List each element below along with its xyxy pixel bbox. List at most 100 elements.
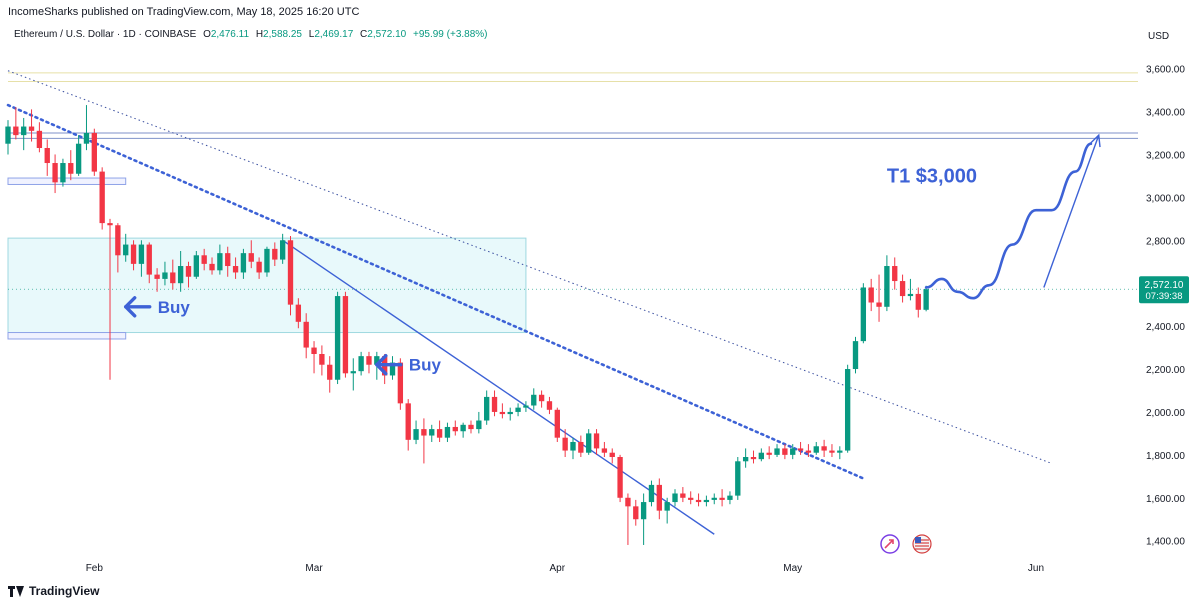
candle-body — [578, 441, 584, 453]
candle-body — [813, 446, 819, 453]
candle-body — [311, 347, 317, 354]
candle-body — [358, 356, 364, 372]
x-tick-label: Apr — [550, 563, 566, 574]
close-label: C — [360, 29, 368, 40]
candle-body — [75, 143, 82, 174]
candle-body — [907, 293, 914, 297]
y-tick-label: 1,400.00 — [1146, 537, 1185, 548]
candle-body — [44, 148, 50, 164]
candle-body — [672, 493, 678, 503]
publisher-header: IncomeSharks published on TradingView.co… — [8, 6, 360, 18]
candle-body — [83, 132, 90, 144]
target-label: T1 $3,000 — [887, 165, 977, 187]
candle-body — [389, 362, 396, 376]
x-tick-label: May — [783, 563, 802, 574]
buy-label: Buy — [409, 356, 442, 375]
candle-body — [460, 424, 466, 432]
us-flag-event-icon — [912, 534, 932, 554]
brand-text: TradingView — [29, 584, 100, 598]
dividend-event-icon — [880, 534, 900, 554]
symbol-legend: Ethereum / U.S. Dollar · 1D · COINBASE O… — [14, 29, 488, 40]
candle-body — [782, 448, 788, 455]
tradingview-logo-icon — [8, 585, 24, 597]
y-tick-label: 2,400.00 — [1146, 322, 1185, 333]
candle-body — [209, 263, 215, 271]
candle-body — [468, 424, 474, 430]
y-tick-label: 3,400.00 — [1146, 108, 1185, 119]
price-zone — [7, 332, 127, 340]
candle-body — [680, 493, 686, 498]
candle-body — [648, 484, 655, 503]
candle-body — [476, 420, 482, 430]
candle-body — [334, 296, 341, 380]
low-value: 2,469.17 — [314, 29, 354, 40]
y-tick-label: 2,200.00 — [1146, 365, 1185, 376]
candle-body — [342, 296, 349, 374]
candle-body — [515, 407, 521, 412]
candle-body — [695, 499, 702, 503]
candle-body — [232, 266, 239, 273]
projection-path — [924, 142, 1093, 300]
x-tick-label: Jun — [1028, 563, 1044, 574]
trendline — [282, 239, 715, 535]
candle-body — [876, 302, 882, 307]
arrow-left-icon — [124, 296, 152, 318]
candle-body — [295, 304, 302, 322]
candle-body — [36, 130, 43, 148]
candle-body — [640, 502, 647, 520]
candle-body — [272, 248, 278, 260]
target-arrow — [1043, 134, 1100, 288]
candle-body — [742, 457, 749, 462]
buy-label: Buy — [158, 298, 191, 317]
candle-body — [225, 253, 231, 267]
dividend-glyph — [884, 539, 894, 549]
candle-body — [484, 396, 490, 421]
symbol-name: Ethereum / U.S. Dollar · 1D · COINBASE — [14, 29, 197, 40]
candle-body — [837, 450, 843, 453]
candle-body — [601, 448, 608, 453]
candle-body — [570, 441, 576, 451]
candle-body — [860, 287, 867, 342]
candle-body — [248, 253, 254, 262]
y-tick-label: 2,800.00 — [1146, 236, 1185, 247]
candle-body — [91, 132, 97, 172]
candle-body — [688, 497, 694, 500]
candle-body — [844, 369, 851, 451]
candle-body — [52, 163, 58, 183]
candle-body — [240, 253, 247, 273]
trendline — [7, 70, 1052, 464]
candle-body — [507, 411, 513, 415]
candle-body — [617, 457, 623, 498]
candle-body — [162, 272, 168, 279]
candle-body — [130, 244, 137, 264]
candle-body — [13, 126, 19, 136]
candle-body — [829, 450, 835, 453]
y-tick-label: 3,600.00 — [1146, 65, 1185, 76]
candle-body — [115, 225, 121, 256]
change-value: +95.99 (+3.88%) — [413, 29, 488, 40]
candle-body — [217, 253, 223, 271]
y-tick-label: 3,000.00 — [1146, 193, 1185, 204]
candle-body — [287, 240, 294, 305]
candle-body — [538, 394, 545, 402]
candle-body — [68, 163, 74, 174]
candle-body — [915, 293, 921, 310]
candle-body — [350, 371, 356, 374]
arrow-left-head — [124, 296, 137, 318]
candle-body — [107, 223, 113, 226]
candle-body — [562, 437, 568, 451]
candle-body — [554, 409, 560, 438]
candle-body — [892, 266, 898, 282]
candle-body — [625, 497, 631, 507]
candle-body — [703, 499, 710, 503]
footer-brand[interactable]: TradingView — [8, 584, 99, 598]
candle-body — [711, 497, 717, 500]
high-label: H — [255, 29, 264, 40]
candle-body — [138, 244, 145, 264]
candle-body — [444, 426, 451, 438]
candle-body — [523, 405, 529, 408]
low-label: L — [308, 29, 315, 40]
candle-body — [256, 261, 262, 273]
price-tag-countdown: 07:39:38 — [1146, 291, 1183, 302]
